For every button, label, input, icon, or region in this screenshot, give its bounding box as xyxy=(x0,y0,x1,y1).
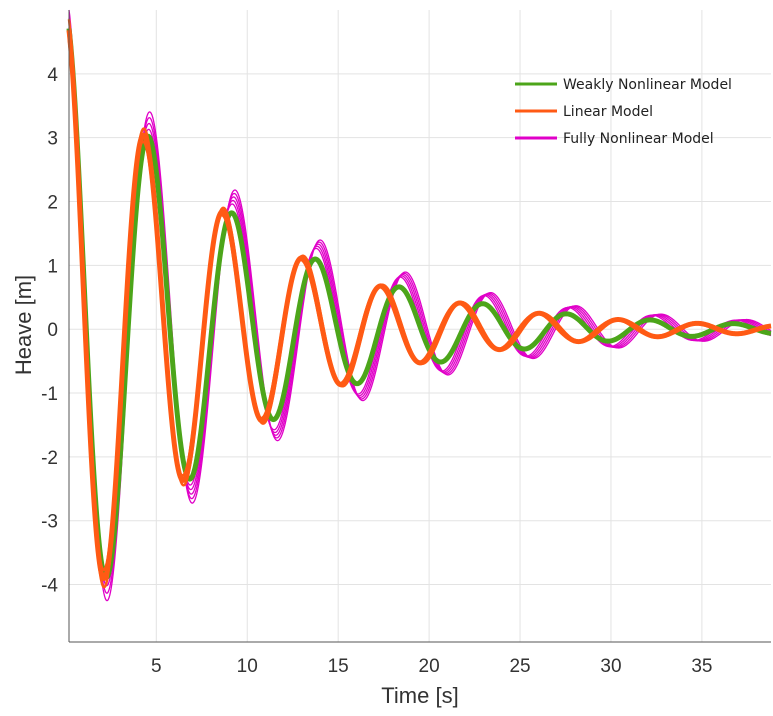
x-tick-label: 20 xyxy=(419,656,440,677)
legend-label-weakly-nonlinear: Weakly Nonlinear Model xyxy=(563,77,732,93)
legend-label-fully-nonlinear: Fully Nonlinear Model xyxy=(563,131,714,147)
x-tick-label: 30 xyxy=(600,656,621,677)
x-tick-labels: 5 10 15 20 25 30 35 xyxy=(151,656,712,677)
y-axis-label: Heave [m] xyxy=(11,275,36,375)
y-tick-label: 0 xyxy=(47,320,58,341)
y-tick-label: 3 xyxy=(47,129,58,150)
legend-label-linear: Linear Model xyxy=(563,104,653,120)
legend: Weakly Nonlinear Model Linear Model Full… xyxy=(515,77,732,147)
x-tick-label: 5 xyxy=(151,656,162,677)
y-tick-label: -4 xyxy=(41,576,58,597)
y-tick-label: 2 xyxy=(47,193,58,214)
y-tick-labels: 4 3 2 1 0 -1 -2 -3 -4 xyxy=(41,65,58,597)
x-tick-label: 15 xyxy=(328,656,349,677)
y-tick-label: 4 xyxy=(47,65,58,86)
y-tick-label: -3 xyxy=(41,512,58,533)
y-tick-label: -1 xyxy=(41,384,58,405)
series-lines xyxy=(66,9,773,602)
y-tick-label: -2 xyxy=(41,448,58,469)
y-tick-label: 1 xyxy=(47,256,58,277)
x-tick-label: 25 xyxy=(509,656,530,677)
series-line-fully-nonlinear-model xyxy=(68,18,772,594)
x-tick-label: 10 xyxy=(237,656,258,677)
series-line-linear-model xyxy=(67,19,772,589)
x-tick-label: 35 xyxy=(691,656,712,677)
x-axis-label: Time [s] xyxy=(381,683,458,708)
